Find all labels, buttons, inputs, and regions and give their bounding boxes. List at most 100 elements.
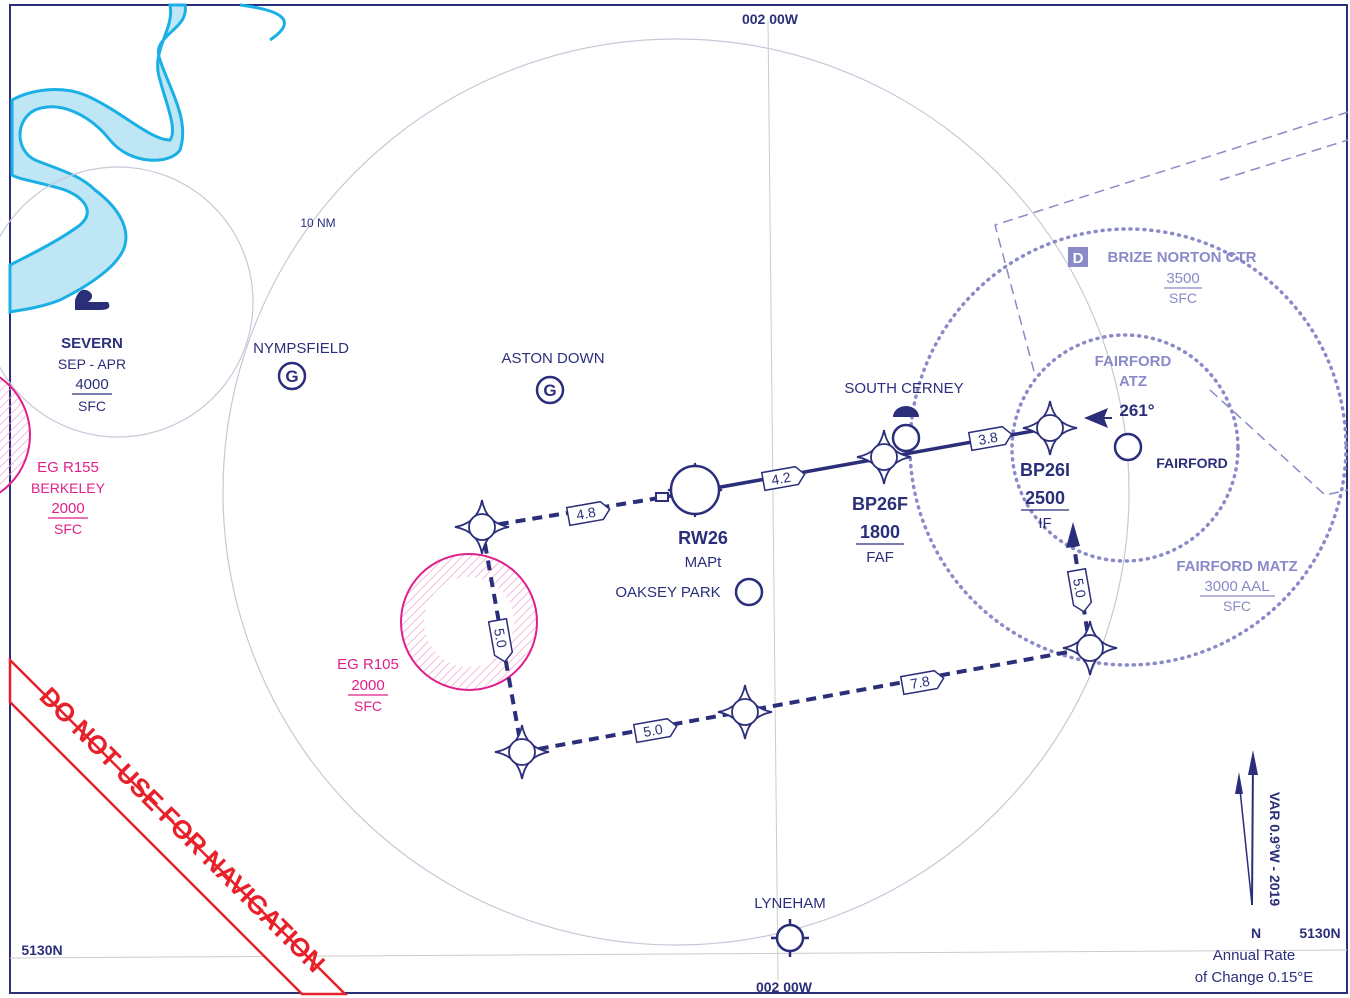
ring [1076,634,1104,662]
atz-boundary [1010,333,1240,563]
airspace-name: FAIRFORD [1095,353,1172,370]
airspace-upper: 3000 AAL [1204,578,1269,595]
ring [468,513,496,541]
airspace-detail: BERKELEY [31,480,106,496]
place-name: LYNEHAM [754,895,825,912]
airspace-lower: SFC [354,698,382,714]
river-lake [8,3,187,314]
leg-label: 5.0 [491,627,510,649]
bird-sanctuary-icon [75,289,110,310]
waypoint-role: FAF [866,549,894,566]
leg-distance: 7.8 [899,669,945,696]
leg-box [967,425,1013,452]
grid-meridian [767,19,779,981]
underlines [48,287,1275,696]
class-box [1068,247,1088,267]
arrowhead [1084,408,1108,428]
north-arrow [1235,750,1258,906]
waypoint-symbol [1062,620,1118,676]
waypoint-role: IF [1038,515,1051,532]
range-label: 10 NM [300,216,335,230]
leg-distance: 4.2 [760,465,806,492]
leg-distance: 3.8 [967,425,1013,452]
leg-box [487,617,514,663]
airspace-lower: SFC [1169,290,1197,306]
leg-label: 7.8 [909,673,931,692]
airspace-lower: SFC [1223,598,1251,614]
airspace-name: EG R105 [337,656,399,673]
airspace-name: FAIRFORD MATZ [1176,558,1297,575]
leg-distance: 5.0 [632,717,678,744]
waypoint-symbol [494,724,550,780]
waypoint-altitude: 1800 [860,522,900,542]
inbound-course: 261° [1119,401,1154,420]
leg-box [1066,567,1093,613]
leg-box [632,717,678,744]
svg-text:G: G [543,381,556,400]
airspace-upper: 2000 [351,677,384,694]
leg-box [899,669,945,696]
grid-label: 002 00W [742,11,799,27]
airspace-upper: 3500 [1166,270,1199,287]
airspace-upper: 2000 [51,500,84,517]
mapt-symbol [669,464,721,516]
place-symbols: G G [277,361,1143,957]
waypoint-symbol [856,429,912,485]
waypoint-symbol [1022,400,1078,456]
leg-box [565,500,611,527]
grid-label: 5130N [1299,925,1340,941]
leg-distance: 5.0 [487,617,514,663]
leg-distance: 4.8 [565,500,611,527]
leg-distance: 5.0 [1066,567,1093,613]
ring [508,738,536,766]
annual-rate: Annual Rate [1213,947,1296,964]
arrowhead [1066,522,1080,548]
airspace-detail: SEP - APR [58,356,126,372]
threshold-symbol [655,492,669,502]
labels: 002 00W 002 00W 5130N 5130N 10 NM SEVERN… [21,11,1340,995]
grid-label: 002 00W [756,979,813,995]
waypoint-name: RW26 [678,528,728,548]
variation-label: VAR 0.9°W - 2019 [1267,792,1283,906]
annual-rate: of Change 0.15°E [1195,969,1314,986]
airspace-class: D [1073,250,1084,267]
airspace-name: SEVERN [61,335,123,352]
range-ring [222,38,1130,946]
waypoint-name: BP26F [852,494,908,514]
leg-label: 5.0 [642,721,664,740]
place-name: FAIRFORD [1156,455,1228,471]
waypoint-name: BP26I [1020,460,1070,480]
leg-label: 4.8 [575,504,597,523]
leg-label: 4.2 [770,469,792,488]
place-name: SOUTH CERNEY [844,380,963,397]
svg-text:G: G [285,367,298,386]
ring [731,698,759,726]
ctr-boundary [994,111,1349,496]
airspace-lower: SFC [54,521,82,537]
leg-label: 5.0 [1070,577,1089,599]
leg-box [760,465,806,492]
eg-r155-area [0,376,31,494]
waypoint-role: MAPt [685,554,723,571]
airspace-name: BRIZE NORTON CTR [1108,249,1257,266]
airspace-upper: 4000 [75,376,108,393]
river [239,3,286,42]
airspace-lower: SFC [78,398,106,414]
grid-label: 5130N [21,942,62,958]
place-name: OAKSEY PARK [615,584,720,601]
leg-label: 3.8 [977,429,999,448]
waypoint-symbol [454,499,510,555]
north-label: N [1251,925,1261,941]
ring [870,443,898,471]
waypoint-symbol [717,684,773,740]
place-name: ASTON DOWN [501,350,604,367]
waypoint-altitude: 2500 [1025,488,1065,508]
airspace-detail: ATZ [1119,373,1147,390]
airspace-name: EG R155 [37,459,99,476]
place-name: NYMPSFIELD [253,340,349,357]
ring [1036,414,1064,442]
severn-boundary [0,166,254,438]
eg-r105-inner [424,577,514,667]
grid-parallel [9,949,1348,959]
